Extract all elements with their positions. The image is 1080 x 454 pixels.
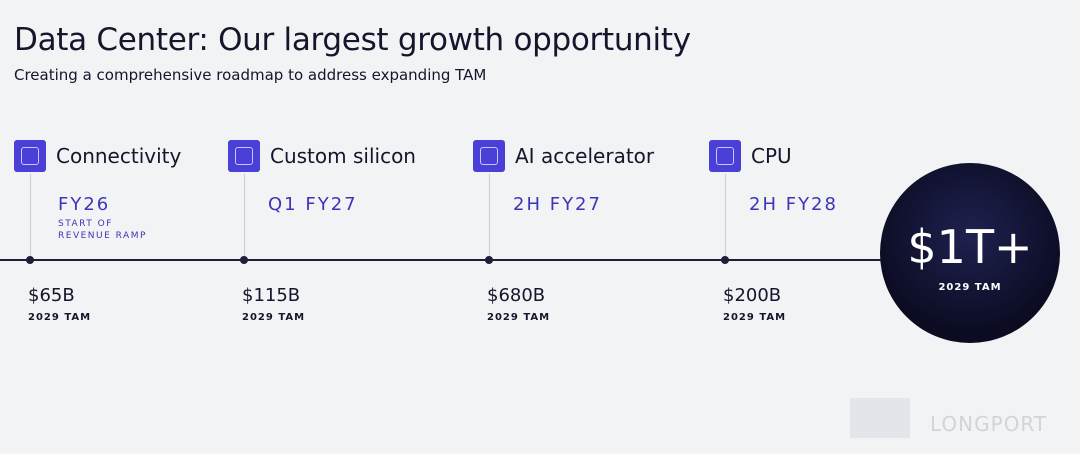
slide-title: Data Center: Our largest growth opportun… xyxy=(14,22,691,58)
milestone-icon xyxy=(228,140,260,172)
milestone-tam: $680B xyxy=(487,285,546,306)
milestone-tam: $200B xyxy=(723,285,782,306)
milestone-label: Custom silicon xyxy=(270,144,416,168)
milestone-dot xyxy=(721,256,729,264)
milestone-tam-label: 2029 TAM xyxy=(28,312,92,323)
watermark: LONGPORT xyxy=(930,412,1048,436)
milestone-dot xyxy=(26,256,34,264)
milestone-label: AI accelerator xyxy=(515,144,655,168)
milestone-connector xyxy=(244,174,245,258)
total-label: 2029 TAM xyxy=(938,282,1002,293)
milestone-icon xyxy=(709,140,741,172)
milestone-icon xyxy=(14,140,46,172)
milestone-connector xyxy=(489,174,490,258)
milestone-label: Connectivity xyxy=(56,144,182,168)
slide-subtitle: Creating a comprehensive roadmap to addr… xyxy=(14,66,487,84)
milestone-connector xyxy=(725,174,726,258)
milestone-tam-label: 2029 TAM xyxy=(723,312,787,323)
milestone-connector xyxy=(30,174,31,258)
milestone-dot xyxy=(240,256,248,264)
milestone-tam-label: 2029 TAM xyxy=(487,312,551,323)
milestone-dot xyxy=(485,256,493,264)
milestone-tam-label: 2029 TAM xyxy=(242,312,306,323)
milestone-tam: $115B xyxy=(242,285,301,306)
milestone-note: START OF REVENUE RAMP xyxy=(58,219,147,241)
total-value: $1T+ xyxy=(907,220,1033,274)
milestone-tam: $65B xyxy=(28,285,75,306)
total-circle xyxy=(880,163,1060,343)
timeline xyxy=(0,259,900,261)
milestone-timing: 2H FY28 xyxy=(749,194,838,215)
milestone-label: CPU xyxy=(751,144,792,168)
watermark-logo xyxy=(850,398,910,438)
milestone-timing: Q1 FY27 xyxy=(268,194,358,215)
milestone-timing: 2H FY27 xyxy=(513,194,602,215)
milestone-timing: FY26 xyxy=(58,194,111,215)
milestone-icon xyxy=(473,140,505,172)
